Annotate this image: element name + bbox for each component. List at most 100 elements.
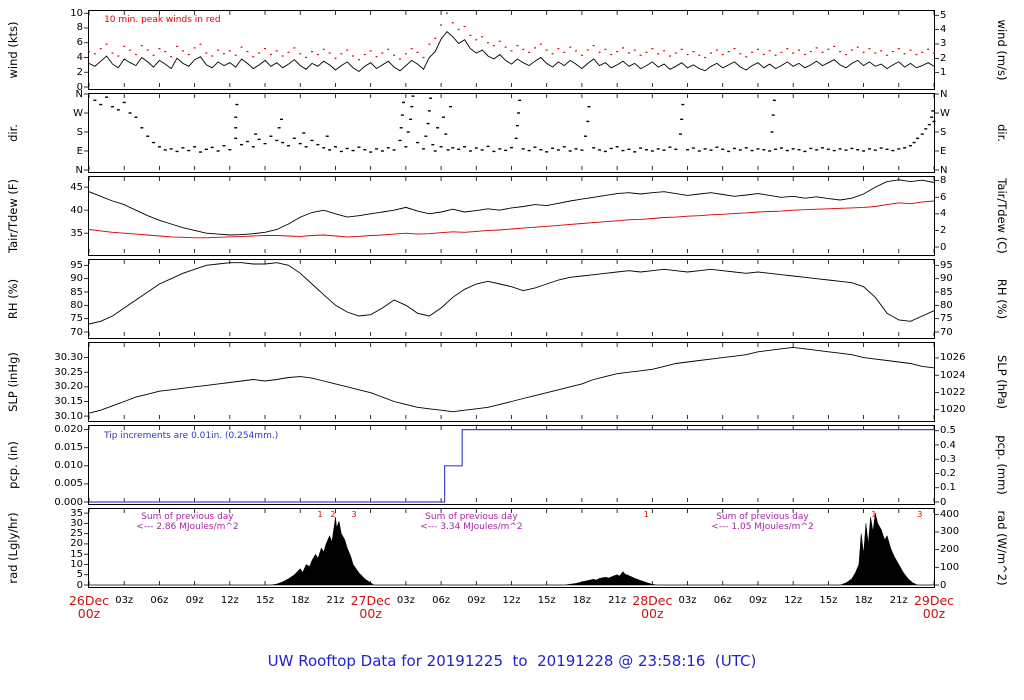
x-tick-hour-label: 03z	[678, 595, 697, 606]
x-tick-hour-label: 12z	[502, 595, 521, 606]
x-tick-hour-label: 09z	[467, 595, 486, 606]
y-tick-label: 300	[940, 526, 960, 538]
x-tick-hour-label: 06z	[713, 595, 732, 606]
y-tick-label: 200	[940, 544, 960, 556]
axis-label: Tair/Tdew (F)	[6, 178, 20, 254]
slp-right-axis-title: SLP (hPa)	[979, 342, 1024, 422]
y-tick-label: 75	[70, 313, 83, 325]
y-tick-label: 4	[940, 208, 947, 220]
y-tick-label: W	[940, 107, 950, 119]
y-tick-label: 80	[70, 299, 83, 311]
y-tick-label: 35	[70, 507, 83, 519]
temp-plot-area	[84, 176, 939, 256]
pcp-left-ticks: 0.000 0.005 0.010 0.015 0.020	[26, 425, 88, 508]
y-tick-label: 20	[70, 538, 83, 550]
y-tick-label: W	[73, 107, 83, 119]
axis-label: dir.	[6, 124, 20, 142]
axis-label: SLP (hPa)	[994, 354, 1009, 410]
y-tick-label: 1	[940, 67, 947, 79]
rh-right-axis-title: RH (%)	[979, 259, 1024, 339]
x-tick-hour-label: 12z	[784, 595, 803, 606]
plot-annotation: Sum of previous day <--- 1.05 MJoules/m^2	[711, 512, 814, 532]
wind-plot-area: 10 min. peak winds in red	[84, 10, 939, 90]
panel-stack: wind (kts) 0 2 4 6 8 10 10 min. peak winds in…	[0, 8, 1024, 591]
axis-label: rad (W/m^2)	[994, 510, 1009, 586]
y-tick-label: 1020	[940, 404, 966, 416]
y-tick-label: 1022	[940, 386, 966, 398]
y-tick-label: N	[75, 88, 83, 100]
y-tick-label: 40	[70, 204, 83, 216]
plot-annotation: 1	[871, 510, 877, 519]
temp-right-ticks: 0 2 4 6 8	[935, 176, 979, 256]
wind-right-axis-title: wind (m/s)	[979, 10, 1024, 90]
plot-annotation: 10 min. peak winds in red	[104, 15, 221, 25]
y-tick-label: 0.4	[940, 439, 956, 451]
rad-plot-area: Sum of previous day <--- 2.86 MJoules/m^2…	[84, 508, 939, 588]
y-tick-label: 70	[70, 326, 83, 338]
rh-right-ticks: 70 75 80 85 90 95	[935, 259, 979, 339]
x-tick-hour-label: 18z	[854, 595, 873, 606]
plot-annotation: 2	[330, 510, 336, 519]
y-tick-label: 8	[76, 22, 83, 34]
dir-right-axis-title: dir.	[979, 93, 1024, 173]
plot-annotation: 3	[351, 510, 357, 519]
y-tick-label: 30.30	[54, 352, 83, 364]
plot-dir	[84, 93, 939, 171]
x-tick-hour-label: 18z	[291, 595, 310, 606]
y-tick-label: 35	[70, 227, 83, 239]
series-Tdew	[88, 200, 935, 239]
pcp-right-ticks: 0 0.1 0.2 0.3 0.4 0.5	[935, 425, 979, 507]
axis-label: rad (Lgly/hr)	[6, 512, 20, 584]
y-tick-label: 90	[70, 273, 83, 285]
panel-pressure: SLP (inHg) 30.10 30.15 30.20 30.25 30.30 102…	[0, 342, 1024, 422]
y-tick-label: 5	[940, 9, 947, 21]
axis-label: wind (m/s)	[994, 19, 1009, 81]
y-tick-label: 2	[940, 224, 947, 236]
y-tick-label: 5	[76, 569, 83, 581]
temp-left-axis-title: Tair/Tdew (F)	[0, 176, 26, 256]
y-tick-label: 10	[70, 558, 83, 570]
x-tick-hour-label: 06z	[150, 595, 169, 606]
pcp-right-axis-title: pcp. (mm)	[979, 425, 1024, 505]
plot-annotation: Sum of previous day <--- 2.86 MJoules/m^2	[136, 512, 239, 532]
plot-wind	[84, 11, 939, 88]
plot-slp	[84, 343, 939, 419]
panel-wind: wind (kts) 0 2 4 6 8 10 10 min. peak winds in…	[0, 8, 1024, 93]
series-solar radiation	[89, 513, 934, 586]
y-tick-label: 30.10	[54, 410, 83, 422]
y-tick-label: 30.15	[54, 395, 83, 407]
y-tick-label: 25	[70, 528, 83, 540]
x-tick-day-label: 28Dec 00z	[632, 593, 673, 621]
x-tick-hour-label: 03z	[396, 595, 415, 606]
y-tick-label: 6	[940, 191, 947, 203]
x-tick-hour-label: 12z	[220, 595, 239, 606]
x-tick-day-label: 27Dec 00z	[350, 593, 391, 621]
x-tick-day-label: 29Dec 00z	[913, 593, 955, 621]
plot-annotation: Tip increments are 0.01in. (0.254mm.)	[104, 431, 279, 441]
slp-left-ticks: 30.10 30.15 30.20 30.25 30.30	[26, 342, 88, 422]
y-tick-label: 0.015	[54, 442, 83, 454]
x-tick-hour-label: 15z	[819, 595, 838, 606]
y-tick-label: 95	[70, 259, 83, 271]
y-tick-label: 0.000	[54, 496, 83, 508]
plot-annotation: Sum of previous day <--- 3.34 MJoules/m^2	[420, 512, 523, 532]
axis-label: pcp. (in)	[6, 441, 20, 489]
y-tick-label: 0	[76, 81, 83, 93]
y-tick-label: 400	[940, 508, 960, 520]
plot-rh	[84, 260, 939, 336]
rad-right-axis-title: rad (W/m^2)	[979, 508, 1024, 588]
pcp-plot-area: Tip increments are 0.01in. (0.254mm.)	[84, 425, 939, 505]
y-tick-label: S	[940, 126, 947, 138]
wind-right-ticks: 1 2 3 4 5	[935, 10, 979, 90]
series-relative humidity	[88, 262, 935, 325]
x-tick-hour-label: 06z	[432, 595, 451, 606]
y-tick-label: 90	[940, 273, 953, 285]
y-tick-label: 0.005	[54, 478, 83, 490]
panel-precipitation: pcp. (in) 0.000 0.005 0.010 0.015 0.020 Tip …	[0, 425, 1024, 508]
rh-left-axis-title: RH (%)	[0, 259, 26, 339]
y-tick-label: N	[75, 164, 83, 176]
x-tick-day-label: 26Dec 00z	[68, 593, 110, 621]
y-tick-label: 100	[940, 561, 960, 573]
x-tick-hour-label: 21z	[326, 595, 345, 606]
